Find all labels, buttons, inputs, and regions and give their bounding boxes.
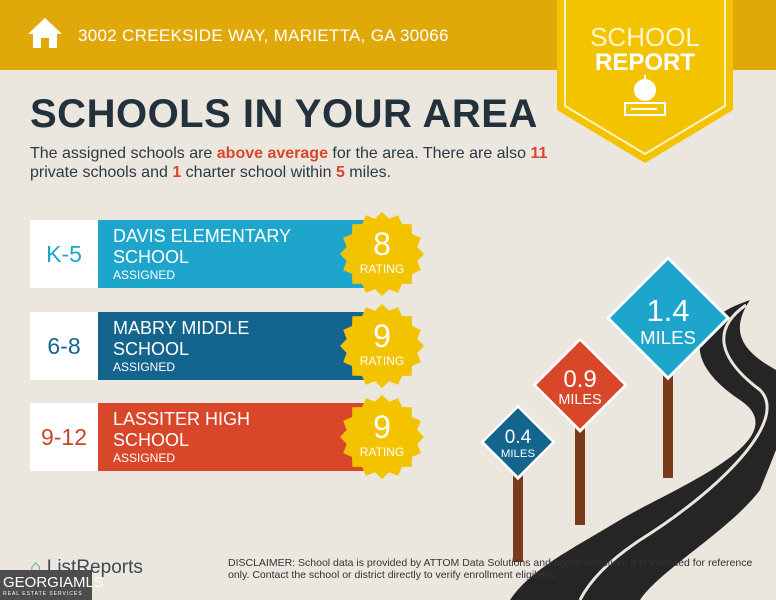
starburst-icon xyxy=(340,304,424,388)
school-row[interactable]: 6-8 MABRY MIDDLE SCHOOL ASSIGNED 9 RATING xyxy=(30,304,424,388)
description: The assigned schools are above average f… xyxy=(30,145,548,181)
sign-unit: MILES xyxy=(640,327,696,349)
georgia-mls-logo: GEORGIAMLS REAL ESTATE SERVICES xyxy=(0,570,104,600)
road-illustration xyxy=(510,300,776,600)
rating-value: 9 xyxy=(373,318,391,354)
starburst-icon xyxy=(340,212,424,296)
home-icon xyxy=(28,18,62,48)
rating-value: 9 xyxy=(373,409,391,445)
logo-icon: ⌂ xyxy=(30,557,42,578)
distance-sign: 1.4 MILES xyxy=(605,255,731,540)
school-row[interactable]: 9-12 LASSITER HIGH SCHOOL ASSIGNED 9 RATIN… xyxy=(30,395,424,479)
grade-range: K-5 xyxy=(30,220,98,288)
rating-label: RATING xyxy=(359,354,405,368)
sign-unit: MILES xyxy=(500,447,536,460)
rating-badge: 9 RATING xyxy=(340,395,424,479)
assigned-label: ASSIGNED xyxy=(113,360,176,374)
rating-label: RATING xyxy=(359,445,405,459)
assigned-label: ASSIGNED xyxy=(113,451,176,465)
page-title: SCHOOLS IN YOUR AREA xyxy=(30,92,538,136)
rating-label: RATING xyxy=(359,262,405,276)
school-name: LASSITER HIGH SCHOOL xyxy=(113,409,251,450)
apple-books-icon xyxy=(624,75,666,116)
badge-line2: REPORT xyxy=(595,49,695,76)
badge-line1: SCHOOL xyxy=(590,22,700,52)
school-report-badge: SCHOOL REPORT xyxy=(557,0,733,163)
disclaimer: DISCLAIMER: School data is provided by A… xyxy=(228,557,753,581)
grade-range: 9-12 xyxy=(30,403,98,471)
sign-value: 0.9 xyxy=(563,365,597,393)
sign-value: 1.4 xyxy=(646,293,690,329)
starburst-icon xyxy=(340,395,424,479)
grade-range: 6-8 xyxy=(30,312,98,380)
property-address: 3002 CREEKSIDE WAY, MARIETTA, GA 30066 xyxy=(78,26,449,45)
school-row[interactable]: K-5 DAVIS ELEMENTARY SCHOOL ASSIGNED 8 RAT… xyxy=(30,212,424,296)
school-name: DAVIS ELEMENTARY SCHOOL xyxy=(113,226,291,267)
rating-badge: 9 RATING xyxy=(340,304,424,388)
sign-value: 0.4 xyxy=(504,426,532,448)
sign-unit: MILES xyxy=(558,392,602,409)
rating-badge: 8 RATING xyxy=(340,212,424,296)
distance-sign: 0.9 MILES xyxy=(531,336,629,573)
assigned-label: ASSIGNED xyxy=(113,268,176,282)
school-name: MABRY MIDDLE SCHOOL xyxy=(113,318,250,359)
rating-value: 8 xyxy=(373,226,391,262)
distance-sign: 0.4 MILES xyxy=(479,403,557,600)
